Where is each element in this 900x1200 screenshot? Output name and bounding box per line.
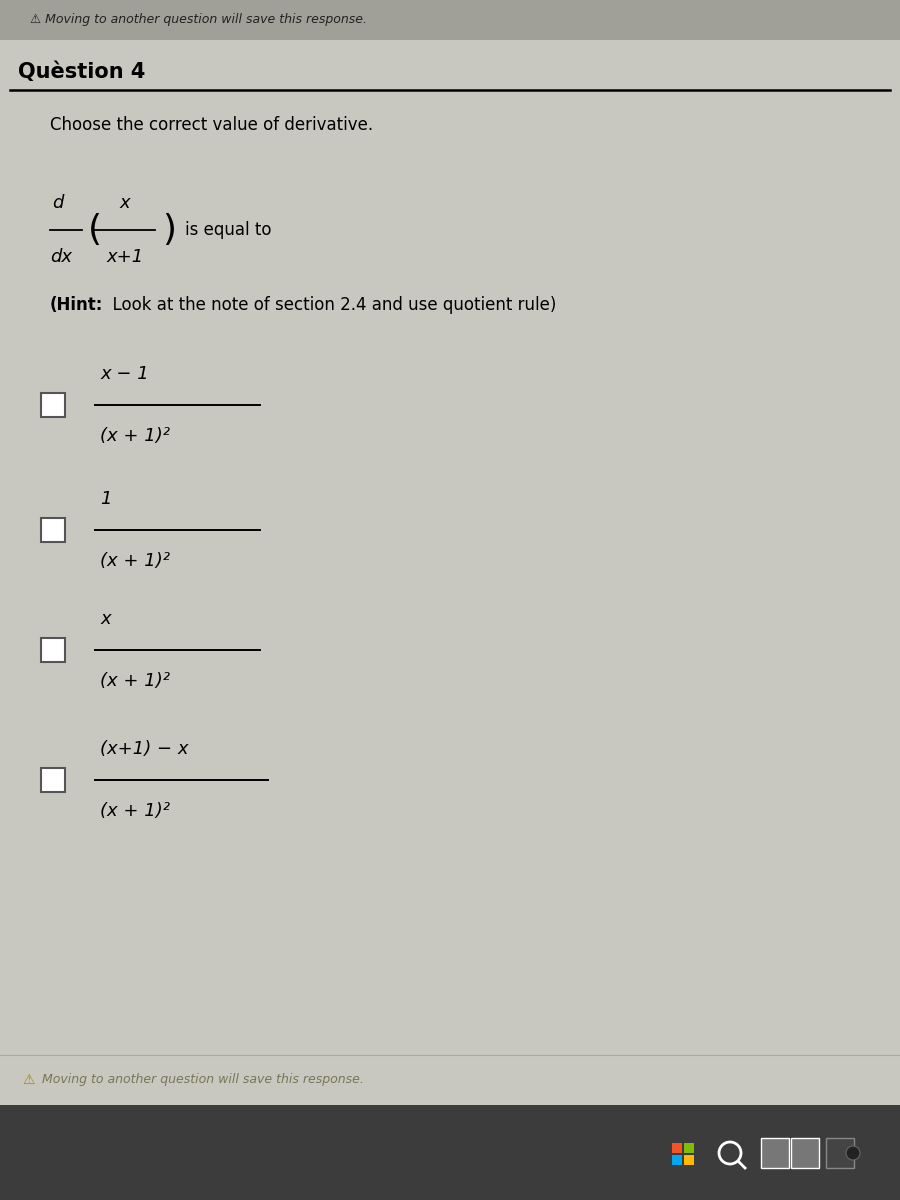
- Text: ⚠ Moving to another question will save this response.: ⚠ Moving to another question will save t…: [30, 13, 367, 26]
- FancyBboxPatch shape: [41, 768, 65, 792]
- Text: (x+1) − x: (x+1) − x: [100, 740, 188, 758]
- Text: (x + 1)²: (x + 1)²: [100, 672, 170, 690]
- FancyBboxPatch shape: [672, 1142, 682, 1153]
- FancyBboxPatch shape: [761, 1138, 789, 1168]
- FancyBboxPatch shape: [41, 638, 65, 662]
- FancyBboxPatch shape: [41, 392, 65, 416]
- Text: ⚠: ⚠: [22, 1073, 34, 1087]
- FancyBboxPatch shape: [41, 518, 65, 542]
- Text: x: x: [120, 194, 130, 212]
- Text: Choose the correct value of derivative.: Choose the correct value of derivative.: [50, 116, 373, 134]
- FancyBboxPatch shape: [0, 1055, 900, 1105]
- Text: (x + 1)²: (x + 1)²: [100, 427, 170, 445]
- Text: (x + 1)²: (x + 1)²: [100, 552, 170, 570]
- Text: ): ): [162, 214, 176, 247]
- Text: dx: dx: [50, 248, 72, 266]
- Text: (: (: [88, 214, 102, 247]
- FancyBboxPatch shape: [684, 1154, 694, 1165]
- Text: x: x: [100, 610, 111, 628]
- FancyBboxPatch shape: [684, 1142, 694, 1153]
- Text: x − 1: x − 1: [100, 365, 148, 383]
- Text: Quèstion 4: Quèstion 4: [18, 61, 146, 83]
- FancyBboxPatch shape: [672, 1154, 682, 1165]
- Circle shape: [846, 1146, 860, 1160]
- Text: d: d: [52, 194, 63, 212]
- Text: (x + 1)²: (x + 1)²: [100, 802, 170, 820]
- FancyBboxPatch shape: [0, 0, 900, 40]
- Text: Moving to another question will save this response.: Moving to another question will save thi…: [42, 1074, 364, 1086]
- Text: is equal to: is equal to: [185, 221, 272, 239]
- FancyBboxPatch shape: [0, 1105, 900, 1200]
- Text: Look at the note of section 2.4 and use quotient rule): Look at the note of section 2.4 and use …: [102, 296, 556, 314]
- Text: 1: 1: [100, 490, 112, 508]
- FancyBboxPatch shape: [826, 1138, 854, 1168]
- Text: (Hint:: (Hint:: [50, 296, 104, 314]
- FancyBboxPatch shape: [791, 1138, 819, 1168]
- Text: x+1: x+1: [106, 248, 144, 266]
